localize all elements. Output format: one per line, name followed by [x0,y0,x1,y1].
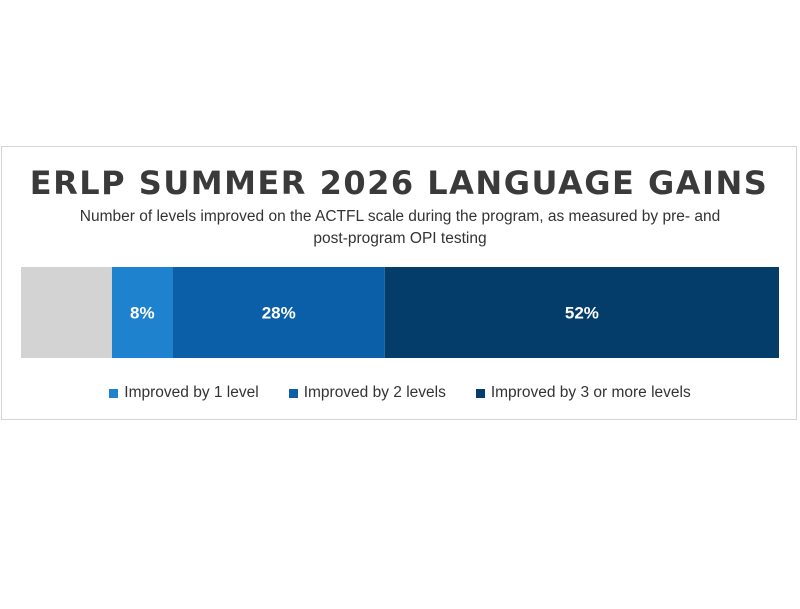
legend-item-1-level: Improved by 1 level [109,384,259,402]
legend-label-1-level: Improved by 1 level [124,384,259,401]
chart-subtitle: Number of levels improved on the ACTFL s… [79,208,721,247]
data-label-3: 52% [565,304,599,323]
data-label-2: 28% [262,304,296,323]
legend-swatch-2-levels [288,388,298,398]
bar-segment-0 [21,267,112,358]
legend-swatch-3-plus-levels [475,388,485,398]
bar-segment-3 [384,267,779,358]
chart-title: ERLP SUMMER 2026 LANGUAGE GAINS [29,164,769,202]
chart-legend: Improved by 1 level Improved by 2 levels… [0,384,800,402]
bar-segment-2 [172,267,385,358]
bar-segment-1 [111,267,173,358]
data-label-1: 8% [130,304,155,323]
legend-item-2-levels: Improved by 2 levels [288,384,446,402]
legend-swatch-1-level [109,388,119,398]
legend-label-2-levels: Improved by 2 levels [303,384,446,401]
legend-item-3-plus-levels: Improved by 3 or more levels [475,384,691,402]
stacked-bar-chart: 8% 28% 52% [21,267,779,358]
legend-label-3-plus-levels: Improved by 3 or more levels [490,384,691,401]
